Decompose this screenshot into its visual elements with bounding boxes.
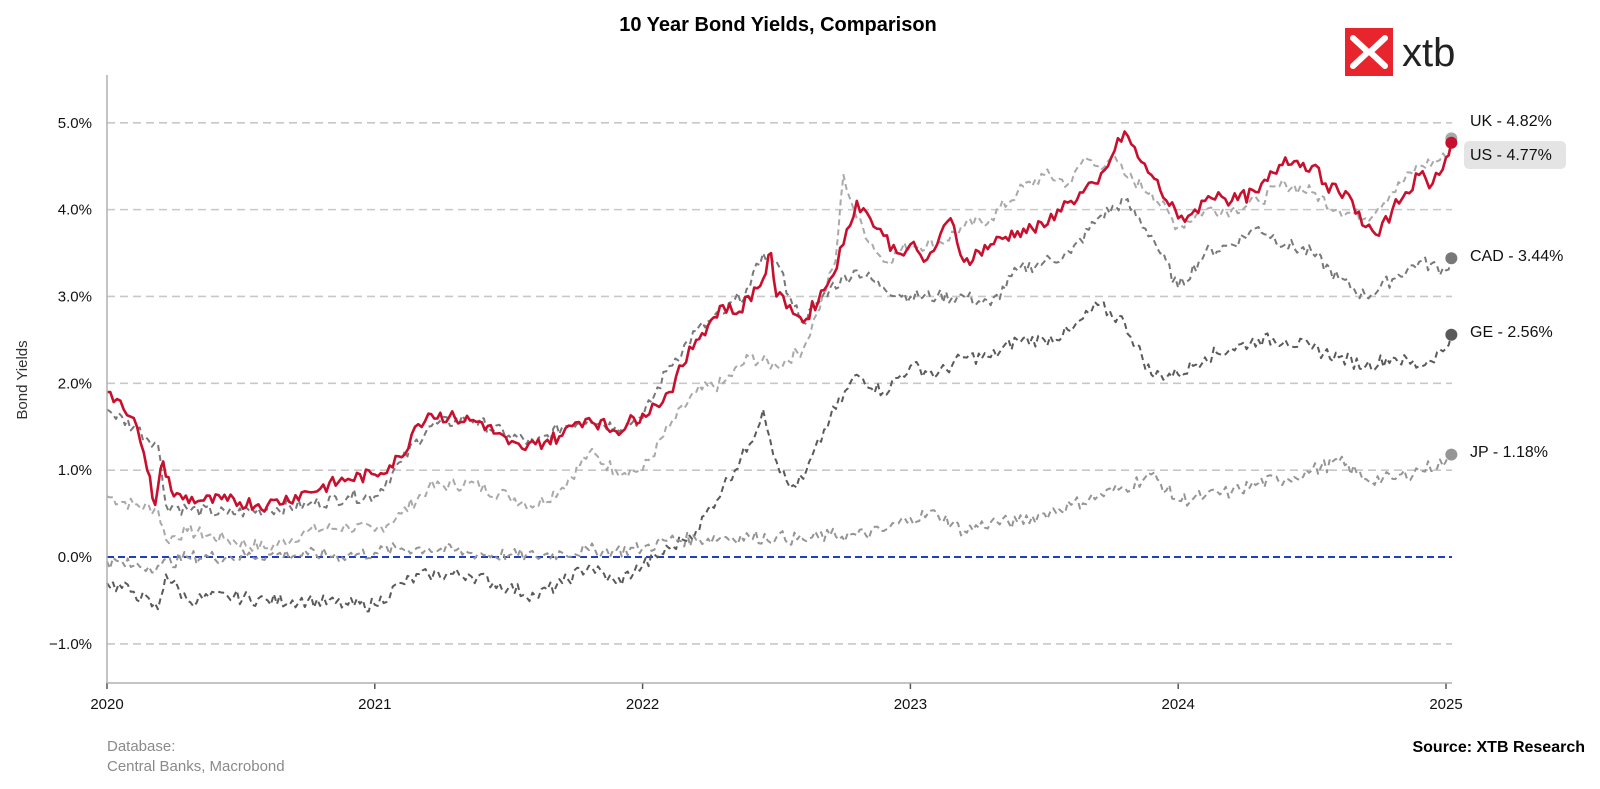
end-marker-ge bbox=[1445, 328, 1458, 341]
end-label-ge: GE - 2.56% bbox=[1470, 324, 1553, 341]
y-tick-label: 3.0% bbox=[58, 288, 92, 305]
end-label-uk: UK - 4.82% bbox=[1470, 113, 1552, 130]
x-tick-label: 2022 bbox=[626, 696, 659, 713]
y-tick-label: 2.0% bbox=[58, 375, 92, 392]
xtb-logo: xtb bbox=[1345, 28, 1455, 76]
axes bbox=[106, 75, 1452, 684]
end-label-cad: CAD - 3.44% bbox=[1470, 248, 1563, 265]
x-tick-label: 2025 bbox=[1429, 696, 1462, 713]
end-label-jp: JP - 1.18% bbox=[1470, 444, 1548, 461]
end-marker-cad bbox=[1445, 252, 1458, 265]
x-tick-label: 2020 bbox=[90, 696, 123, 713]
database-label: Database: bbox=[107, 738, 175, 755]
y-tick-label: 4.0% bbox=[58, 202, 92, 219]
x-tick-label: 2021 bbox=[358, 696, 391, 713]
series-line-uk bbox=[106, 138, 1453, 552]
series-line-us bbox=[106, 130, 1453, 513]
end-marker-us bbox=[1445, 136, 1458, 149]
database-value: Central Banks, Macrobond bbox=[107, 758, 285, 775]
xtb-logo-x-icon bbox=[1350, 35, 1388, 69]
y-tick-label: −1.0% bbox=[49, 636, 92, 653]
chart-title: 10 Year Bond Yields, Comparison bbox=[619, 14, 937, 36]
series-line-jp bbox=[106, 451, 1453, 574]
series-line-cad bbox=[106, 197, 1453, 518]
source-label: Source: XTB Research bbox=[1412, 739, 1585, 756]
x-tick-label: 2023 bbox=[894, 696, 927, 713]
xtb-logo-text: xtb bbox=[1402, 31, 1455, 75]
series-lines bbox=[106, 130, 1453, 613]
end-label-us: US - 4.77% bbox=[1470, 147, 1552, 164]
y-tick-labels: 5.0% 4.0% 3.0% 2.0% 1.0% 0.0% −1.0% bbox=[49, 115, 92, 653]
end-labels: UK - 4.82% CAD - 3.44% GE - 2.56% JP - 1.18… bbox=[1445, 113, 1566, 461]
y-tick-label: 1.0% bbox=[58, 462, 92, 479]
x-axis: 2020 2021 2022 2023 2024 2025 bbox=[90, 683, 1463, 713]
y-axis-label: Bond Yields bbox=[14, 340, 31, 419]
us-label-badge bbox=[1464, 141, 1566, 169]
y-tick-label: 0.0% bbox=[58, 549, 92, 566]
end-marker-jp bbox=[1445, 448, 1458, 461]
series-line-ge bbox=[106, 301, 1453, 613]
x-tick-label: 2024 bbox=[1162, 696, 1195, 713]
y-tick-label: 5.0% bbox=[58, 115, 92, 132]
